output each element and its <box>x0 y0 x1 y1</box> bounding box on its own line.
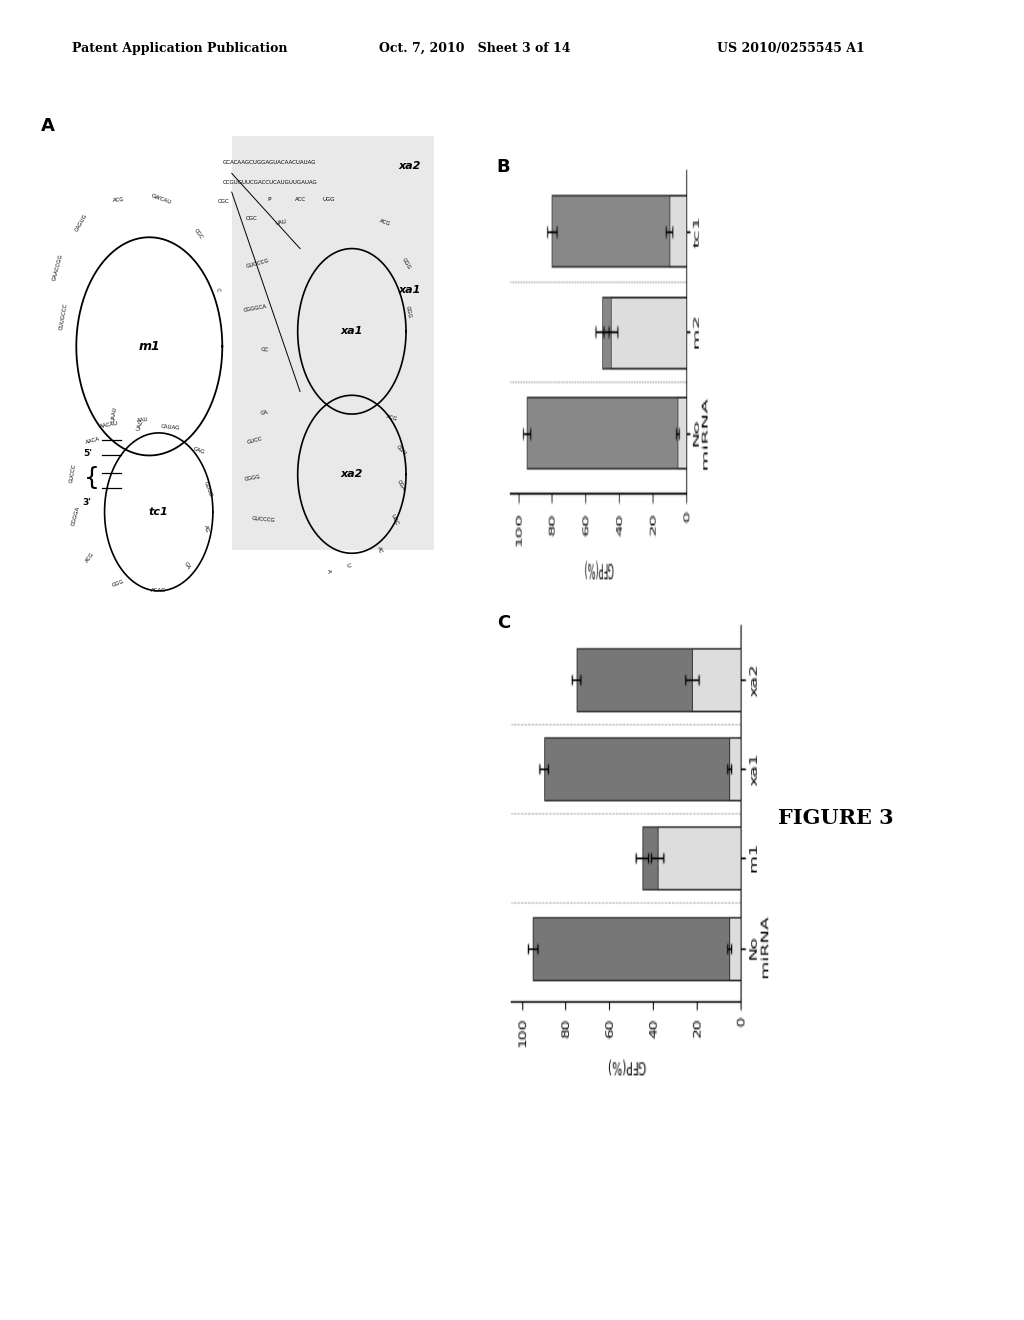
Text: GGG: GGG <box>400 257 412 271</box>
Text: GUCCCG: GUCCCG <box>246 259 269 269</box>
Text: CGGGCA: CGGGCA <box>243 304 267 313</box>
Text: ACG: ACG <box>386 414 398 422</box>
Text: US 2010/0255545 A1: US 2010/0255545 A1 <box>717 42 864 55</box>
Text: CAGUG: CAGUG <box>74 213 88 232</box>
Text: U: U <box>344 562 350 568</box>
Text: P: P <box>267 197 271 202</box>
Text: GUUD: GUUD <box>203 480 213 498</box>
Text: UGG: UGG <box>322 197 335 202</box>
Text: GA: GA <box>183 561 191 570</box>
Text: GAG: GAG <box>193 446 205 454</box>
Text: AG: AG <box>203 524 209 533</box>
Text: CUUGCCC: CUUGCCC <box>58 302 69 330</box>
Text: CGC: CGC <box>194 227 204 240</box>
Text: GC: GC <box>260 347 269 352</box>
Text: xa2: xa2 <box>399 161 421 170</box>
Text: xa1: xa1 <box>399 285 421 294</box>
Text: CGC: CGC <box>246 216 258 220</box>
Text: ACG: ACG <box>85 550 96 564</box>
Text: GCACAAGCUGGAGUACAACUAUAG: GCACAAGCUGGAGUACAACUAUAG <box>222 160 315 165</box>
Text: ACG: ACG <box>113 197 125 203</box>
Text: GA: GA <box>260 409 269 416</box>
Text: C: C <box>215 288 220 292</box>
Text: AC: AC <box>377 545 384 554</box>
Text: xa1: xa1 <box>341 326 364 337</box>
Text: 3': 3' <box>83 499 92 507</box>
Text: CGGG: CGGG <box>245 474 261 482</box>
Text: C: C <box>497 614 510 632</box>
Text: ACG: ACG <box>379 218 391 227</box>
Text: AACAU: AACAU <box>99 421 119 429</box>
Text: Oct. 7, 2010   Sheet 3 of 14: Oct. 7, 2010 Sheet 3 of 14 <box>379 42 570 55</box>
FancyBboxPatch shape <box>231 136 434 549</box>
Text: UAU: UAU <box>275 219 288 226</box>
Text: A: A <box>326 569 331 573</box>
Text: AACA: AACA <box>85 436 100 445</box>
Text: GGG: GGG <box>112 579 126 587</box>
Text: GUCC: GUCC <box>247 436 263 445</box>
Text: UGC: UGC <box>389 513 399 525</box>
Text: CGC: CGC <box>218 199 229 205</box>
Text: Patent Application Publication: Patent Application Publication <box>72 42 287 55</box>
Text: ACC: ACC <box>295 197 305 202</box>
Text: AAU: AAU <box>136 417 148 424</box>
Text: UAC: UAC <box>135 420 144 432</box>
Text: GUCCCG: GUCCCG <box>251 516 275 523</box>
Text: GAACCGG: GAACCGG <box>51 253 63 281</box>
Text: {: { <box>84 466 99 490</box>
Text: CAUAG: CAUAG <box>161 424 180 430</box>
Text: GGG: GGG <box>404 306 412 319</box>
Text: GGU: GGU <box>395 444 408 457</box>
Text: m1: m1 <box>138 339 160 352</box>
Text: CGGGA: CGGGA <box>72 506 81 527</box>
Text: ACAG: ACAG <box>152 589 166 594</box>
Text: B: B <box>497 158 510 177</box>
Text: GWCAU: GWCAU <box>151 194 172 206</box>
Text: CCGUGUUCGACCUCAUGUUGAUAG: CCGUGUUCGACCUCAUGUUGAUAG <box>222 180 317 185</box>
Text: UAAU: UAAU <box>111 407 118 422</box>
Text: tc1: tc1 <box>148 507 169 517</box>
Text: CGA: CGA <box>396 479 407 492</box>
Text: GUCCC: GUCCC <box>69 463 77 483</box>
Text: FIGURE 3: FIGURE 3 <box>778 808 894 829</box>
Text: A: A <box>41 117 55 135</box>
Text: 5': 5' <box>83 449 92 458</box>
Text: xa2: xa2 <box>341 470 364 479</box>
